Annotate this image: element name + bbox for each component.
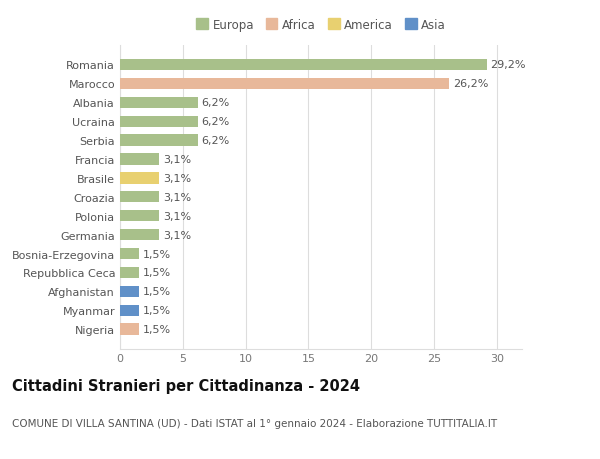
Bar bbox=[120, 286, 139, 297]
Bar bbox=[120, 60, 487, 71]
Text: 29,2%: 29,2% bbox=[491, 60, 526, 70]
Bar bbox=[120, 97, 198, 109]
Text: 6,2%: 6,2% bbox=[202, 117, 230, 127]
Bar bbox=[120, 154, 159, 165]
Bar bbox=[120, 267, 139, 279]
Text: 3,1%: 3,1% bbox=[163, 174, 191, 184]
Text: 3,1%: 3,1% bbox=[163, 230, 191, 240]
Bar bbox=[120, 135, 198, 146]
Bar bbox=[120, 211, 159, 222]
Text: 3,1%: 3,1% bbox=[163, 192, 191, 202]
Bar bbox=[120, 116, 198, 128]
Text: 1,5%: 1,5% bbox=[143, 287, 171, 297]
Legend: Europa, Africa, America, Asia: Europa, Africa, America, Asia bbox=[196, 18, 446, 31]
Text: 3,1%: 3,1% bbox=[163, 155, 191, 165]
Bar bbox=[120, 78, 449, 90]
Bar bbox=[120, 192, 159, 203]
Text: Cittadini Stranieri per Cittadinanza - 2024: Cittadini Stranieri per Cittadinanza - 2… bbox=[12, 379, 360, 394]
Text: 6,2%: 6,2% bbox=[202, 136, 230, 146]
Bar bbox=[120, 173, 159, 184]
Text: 1,5%: 1,5% bbox=[143, 249, 171, 259]
Text: 1,5%: 1,5% bbox=[143, 306, 171, 315]
Text: 26,2%: 26,2% bbox=[453, 79, 488, 89]
Bar bbox=[120, 324, 139, 335]
Bar bbox=[120, 305, 139, 316]
Text: 1,5%: 1,5% bbox=[143, 325, 171, 335]
Text: COMUNE DI VILLA SANTINA (UD) - Dati ISTAT al 1° gennaio 2024 - Elaborazione TUTT: COMUNE DI VILLA SANTINA (UD) - Dati ISTA… bbox=[12, 418, 497, 428]
Bar bbox=[120, 230, 159, 241]
Text: 6,2%: 6,2% bbox=[202, 98, 230, 108]
Bar bbox=[120, 248, 139, 260]
Text: 1,5%: 1,5% bbox=[143, 268, 171, 278]
Text: 3,1%: 3,1% bbox=[163, 211, 191, 221]
